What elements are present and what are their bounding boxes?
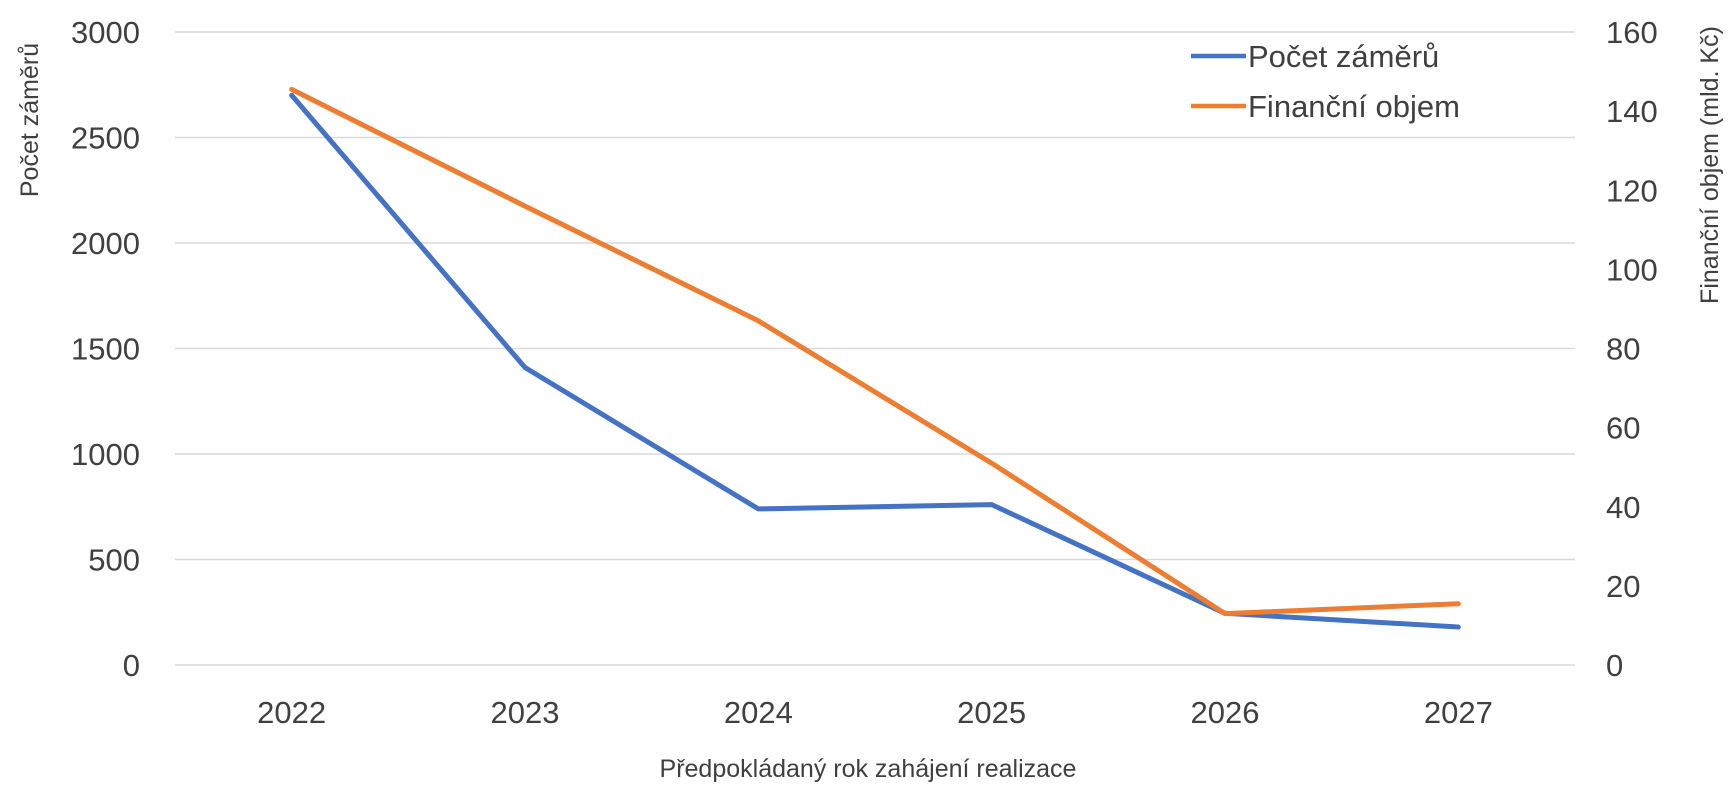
y-tick-label-left: 1500 [71, 332, 140, 367]
y-axis-title-left: Počet záměrů [16, 43, 44, 197]
y-tick-label-left: 3000 [71, 15, 140, 50]
x-tick-label: 2026 [1191, 695, 1260, 730]
y-tick-label-left: 500 [88, 543, 140, 578]
right-axis-ticks: 0 20 40 60 80 100 120 140 160 [1606, 15, 1658, 683]
y-tick-label-right: 0 [1606, 648, 1623, 683]
y-tick-label-right: 40 [1606, 490, 1640, 525]
y-tick-label-right: 100 [1606, 252, 1658, 287]
series-lines [289, 86, 1461, 630]
y-tick-label-right: 20 [1606, 569, 1640, 604]
left-axis-ticks: 0 500 1000 1500 2000 2500 3000 [71, 15, 140, 683]
y-tick-label-right: 60 [1606, 411, 1640, 446]
legend-label-financni-objem: Finanční objem [1248, 89, 1460, 124]
series-line-0 [289, 92, 1461, 630]
legend-label-pocet-zameru: Počet záměrů [1248, 39, 1439, 74]
y-tick-label-right: 120 [1606, 173, 1658, 208]
x-tick-label: 2024 [724, 695, 793, 730]
x-tick-label: 2027 [1424, 695, 1493, 730]
x-axis-ticks: 2022 2023 2024 2025 2026 2027 [257, 695, 1493, 730]
y-tick-label-right: 160 [1606, 15, 1658, 50]
legend: Počet záměrů Finanční objem [1191, 39, 1460, 124]
x-tick-label: 2022 [257, 695, 326, 730]
y-axis-title-right: Finanční objem (mld. Kč) [1696, 26, 1724, 304]
y-tick-label-left: 1000 [71, 437, 140, 472]
y-tick-label-right: 140 [1606, 94, 1658, 129]
gridlines [175, 31, 1575, 666]
x-tick-label: 2025 [957, 695, 1026, 730]
series-line-1 [289, 86, 1461, 617]
y-tick-label-left: 0 [123, 648, 140, 683]
x-tick-label: 2023 [491, 695, 560, 730]
y-tick-label-left: 2500 [71, 121, 140, 156]
y-tick-label-left: 2000 [71, 226, 140, 261]
x-axis-title: Předpokládaný rok zahájení realizace [660, 755, 1077, 783]
y-tick-label-right: 80 [1606, 332, 1640, 367]
